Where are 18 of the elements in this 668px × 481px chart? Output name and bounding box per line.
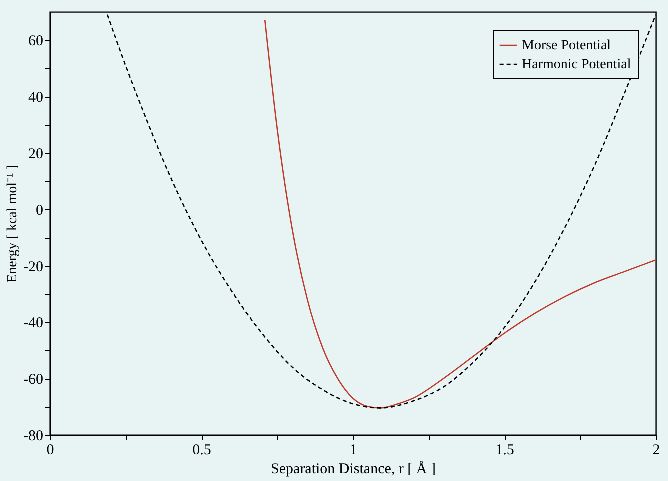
y-axis-title: Energy [ kcal mol⁻¹ ]: [6, 165, 21, 283]
y-tick-label: -80: [24, 428, 44, 444]
x-tick-label: 1: [350, 442, 358, 458]
legend-label: Morse Potential: [522, 38, 612, 54]
y-tick-label: 40: [28, 90, 44, 106]
y-tick-label: 0: [36, 202, 44, 219]
y-tick-label: -60: [24, 372, 44, 388]
x-tick-label: 0: [46, 442, 54, 458]
line-series: [264, 20, 656, 409]
x-tick-label: 1.5: [496, 442, 514, 458]
y-tick-label: 60: [28, 34, 44, 50]
y-tick-label: -20: [24, 259, 44, 276]
y-tick-label: -40: [24, 316, 44, 332]
y-tick-label: 20: [28, 146, 44, 162]
x-tick-label: 2: [652, 442, 660, 458]
x-tick-label: 0.5: [192, 442, 212, 458]
x-axis-title: Separation Distance, r [ Å ]: [271, 460, 436, 478]
legend-label: Harmonic Potential: [522, 58, 632, 72]
